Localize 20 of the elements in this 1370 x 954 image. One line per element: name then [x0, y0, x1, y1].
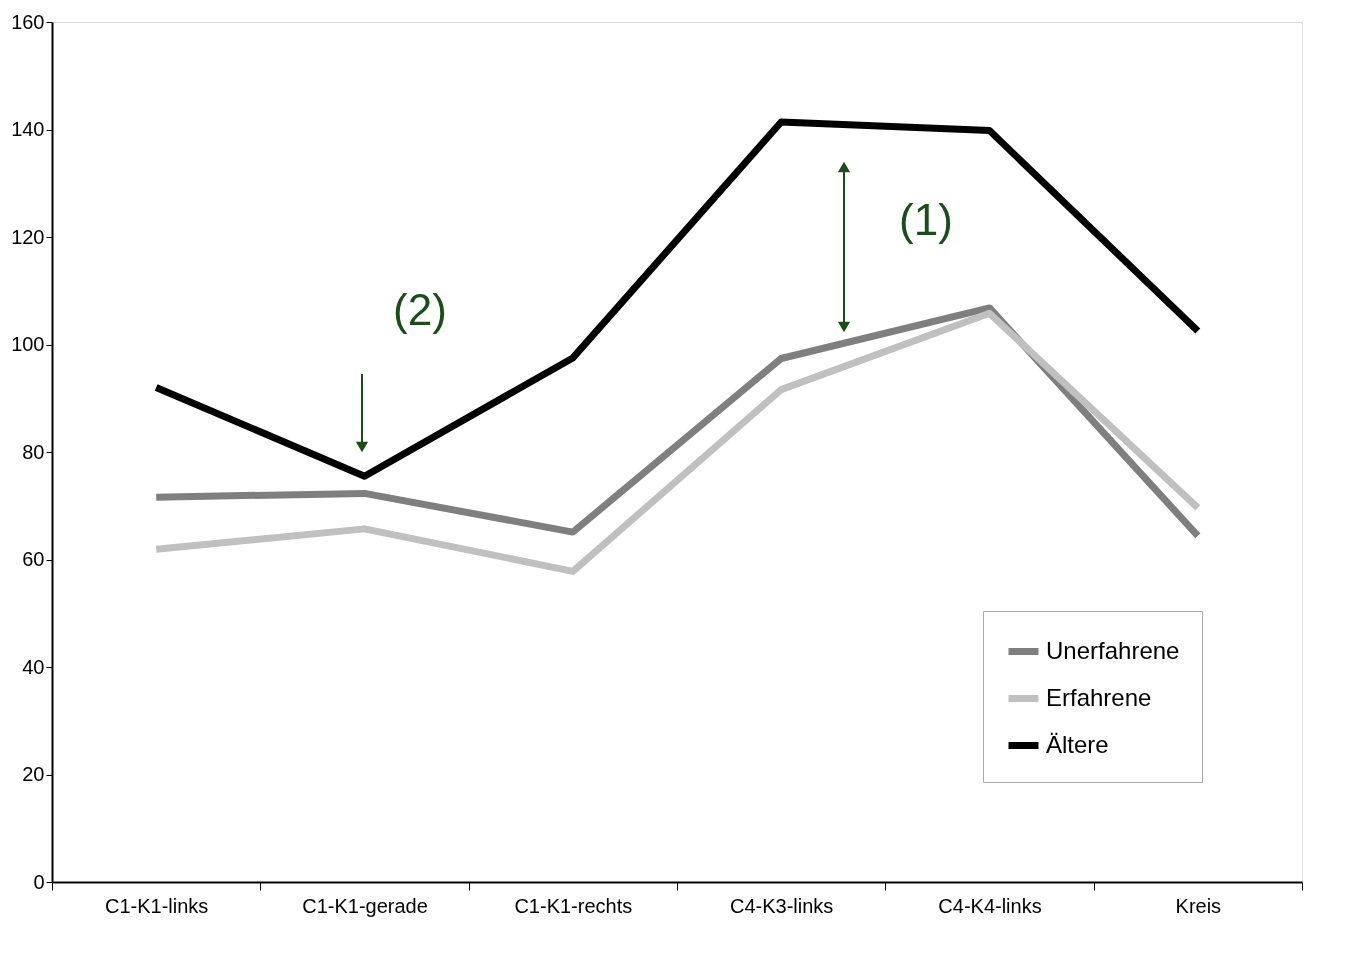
- y-tick-label: 120: [11, 225, 45, 248]
- x-tick-label: C1-K1-gerade: [302, 894, 428, 917]
- y-tick-label: 160: [11, 10, 45, 33]
- y-tick-label: 100: [11, 333, 45, 355]
- x-tick-label: C4-K4-links: [938, 894, 1042, 917]
- y-tick-label: 80: [22, 440, 45, 463]
- y-tick-label: 60: [22, 548, 45, 570]
- annotation: (1): [899, 195, 953, 244]
- x-tick-label: C1-K1-links: [104, 894, 209, 917]
- x-tick-label: C1-K1-rechts: [514, 894, 633, 917]
- legend-label: Unerfahrene: [1046, 636, 1180, 664]
- y-tick-label: 140: [11, 118, 45, 140]
- legend-label: Erfahrene: [1046, 683, 1152, 711]
- legend-label: Ältere: [1046, 730, 1109, 758]
- y-tick-label: 0: [33, 870, 45, 893]
- x-tick-label: C4-K3-links: [729, 894, 834, 917]
- y-tick-label: 20: [22, 763, 45, 785]
- y-tick-label: 40: [22, 655, 45, 678]
- annotation: (2): [393, 285, 447, 334]
- x-tick-label: Kreis: [1175, 894, 1222, 917]
